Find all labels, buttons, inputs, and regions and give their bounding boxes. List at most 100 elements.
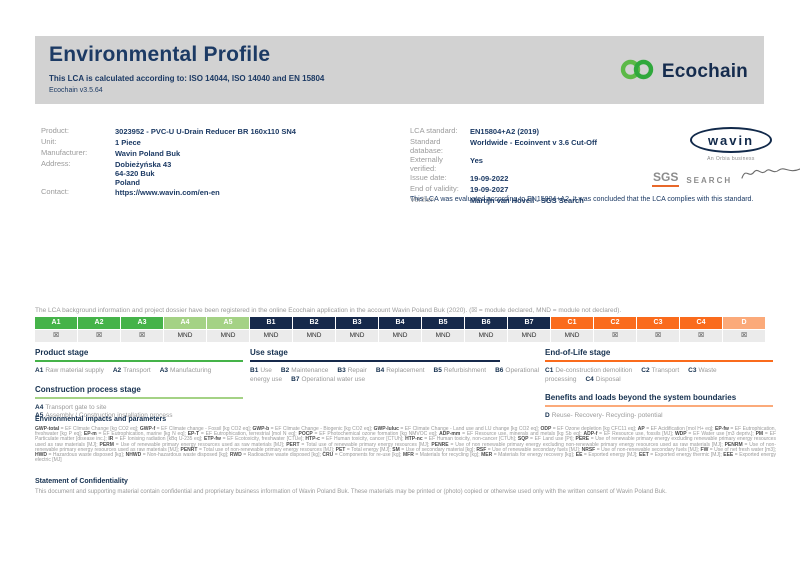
module-status-d: ☒ [723,330,765,342]
lca-info-row: Standard database: Worldwide - Ecoinvent … [410,137,710,155]
stage-column-use: Use stage B1 Use B2 Maintenance B3 Repair B4 Rep… [250,348,539,393]
stage-items: A4 Transport gate to site A5 Assembly / Con… [35,404,243,421]
wavin-wordmark: wavin [707,132,755,148]
module-status-a2: ☒ [78,330,120,342]
impacts-definitions: GWP-total = EF Climate Change [kg CO2 eq… [35,426,777,464]
module-status-c2: ☒ [594,330,636,342]
lca-standards-subtitle: This LCA is calculated according to: ISO… [49,74,325,83]
module-status-b6: MND [465,330,507,342]
wavin-oval-icon: wavin [690,127,772,153]
stage-title: Construction process stage [35,385,243,399]
stage-item-b1: B1 Use [250,367,272,374]
search-wordmark: SEARCH [686,176,733,185]
stage-item-b4: B4 Replacement [375,367,425,374]
module-status-c1: MND [551,330,593,342]
module-header-c1: C1 [551,317,593,329]
module-status-b5: MND [422,330,464,342]
lca-info-label: LCA standard: [410,126,458,135]
lca-info-label: Issue date: [410,173,447,182]
stage-item-d: D Reuse- Recovery- Recycling- potential [545,412,663,419]
stage-item-b6: B6 Operational energy use [250,367,540,383]
page-title: Environmental Profile [49,43,271,66]
stage-items: B1 Use B2 Maintenance B3 Repair B4 Replacement B… [250,367,539,384]
module-header-c2: C2 [594,317,636,329]
ecochain-infinity-icon [619,58,655,86]
stage-title: Benefits and loads beyond the system bou… [545,393,773,407]
module-header-a4: A4 [164,317,206,329]
stage-item-a1: A1 Raw material supply [35,367,104,374]
product-info-row: Manufacturer: Wavin Poland Buk [41,148,391,159]
module-header-c3: C3 [637,317,679,329]
module-header-b1: B1 [250,317,292,329]
stage-item-a2: A2 Transport [112,367,151,374]
module-status-a5: MND [207,330,249,342]
stage-item-c1: C1 De-construction demolition [545,367,633,374]
impacts-heading: Environmental impacts and parameters [35,416,167,423]
module-status-b2: MND [293,330,335,342]
module-status-a1: ☒ [35,330,77,342]
product-info-label: Manufacturer: [41,148,88,157]
product-info-label: Contact: [41,187,69,196]
lca-info-value: EN15804+A2 (2019) [470,127,540,136]
module-status-b4: MND [379,330,421,342]
product-info-value: Dobieżyńska 43 64-320 Buk Poland [115,160,172,187]
product-info-label: Address: [41,159,71,168]
module-header-b3: B3 [336,317,378,329]
stage-item-b7: B7 Operational water use [291,375,366,383]
module-header-b2: B2 [293,317,335,329]
product-info-value: Wavin Poland Buk [115,149,181,158]
product-info-value: 3023952 - PVC-U U-Drain Reducer BR 160x1… [115,127,296,136]
ecochain-brand-name: Ecochain [661,61,748,82]
stage-item-c4: C4 Disposal [585,375,621,383]
registration-note: The LCA background information and proje… [35,307,622,314]
module-header-d: D [723,317,765,329]
wavin-logo: wavin An Orbia business [688,127,774,162]
confidentiality-heading: Statement of Confidentiality [35,478,128,485]
lca-info-row: Externally verified: Yes [410,155,710,173]
stage-item-a4: A4 Transport gate to site [35,403,107,411]
sgs-search-logo: SGS SEARCH [652,164,800,187]
lca-info-label: Externally verified: [410,155,443,173]
module-status-a3: ☒ [121,330,163,342]
confidentiality-text: This document and supporting material co… [35,489,667,495]
lca-info-label: Standard database: [410,137,443,155]
product-info-row: Unit: 1 Piece [41,137,391,148]
module-status-c3: ☒ [637,330,679,342]
lca-info-row: LCA standard: EN15804+A2 (2019) [410,126,710,137]
lca-info-value: 19-09-2027 [470,185,509,194]
product-info-row: Contact: https://www.wavin.com/en-en [41,187,391,198]
module-header-b5: B5 [422,317,464,329]
module-status-b3: MND [336,330,378,342]
stage-item-b2: B2 Maintenance [280,367,329,374]
lca-info-value: 19-09-2022 [470,174,509,183]
header-band: Environmental Profile This LCA is calcul… [35,36,764,104]
module-status-c4: ☒ [680,330,722,342]
stage-block: Construction process stage A4 Transport ga… [35,385,243,421]
stage-item-b5: B5 Refurbishment [433,367,487,374]
product-info-row: Address: Dobieżyńska 43 64-320 Buk Poland [41,159,391,187]
module-declaration-table: A1 A2 A3 A4 A5 B1 B2 B3 B4 B5 B6 B7 C1 C2 C3 C4 D ☒ ☒ ☒ MND M… [35,317,765,342]
stage-title: Product stage [35,348,243,362]
verifier-signature-icon [739,164,800,187]
stage-items: D Reuse- Recovery- Recycling- potential [545,412,773,421]
module-status-b1: MND [250,330,292,342]
product-info-value: 1 Piece [115,138,141,147]
lca-info-label: Verifier: [410,195,436,204]
stage-item-a5: A5 Assembly / Construction installation p… [35,412,173,419]
impacts-section: Environmental impacts and parameters GWP… [35,416,776,463]
evaluation-note: This LCA was evaluated according to EN15… [410,196,754,203]
product-info-value[interactable]: https://www.wavin.com/en-en [115,188,220,197]
module-header-b7: B7 [508,317,550,329]
stage-item-b3: B3 Repair [337,367,367,374]
stage-items: C1 De-construction demolition C2 Transport C… [545,367,773,384]
lca-info-row: End of validity: 19-09-2027 [410,184,710,195]
stage-column-end-of-life: End-of-Life stage C1 De-construction demol… [545,348,773,430]
stage-column-product: Product stage A1 Raw material supply A2 Tran… [35,348,243,430]
lca-info-value: Worldwide - Ecoinvent v 3.6 Cut-Off [470,138,597,147]
lca-info-value: Yes [470,156,483,165]
stage-title: Use stage [250,348,500,362]
module-header-b4: B4 [379,317,421,329]
lca-info-row: Verifier: Martijn van Hövell - SGS Search [410,195,710,206]
lca-info-value: Martijn van Hövell - SGS Search [470,196,584,205]
